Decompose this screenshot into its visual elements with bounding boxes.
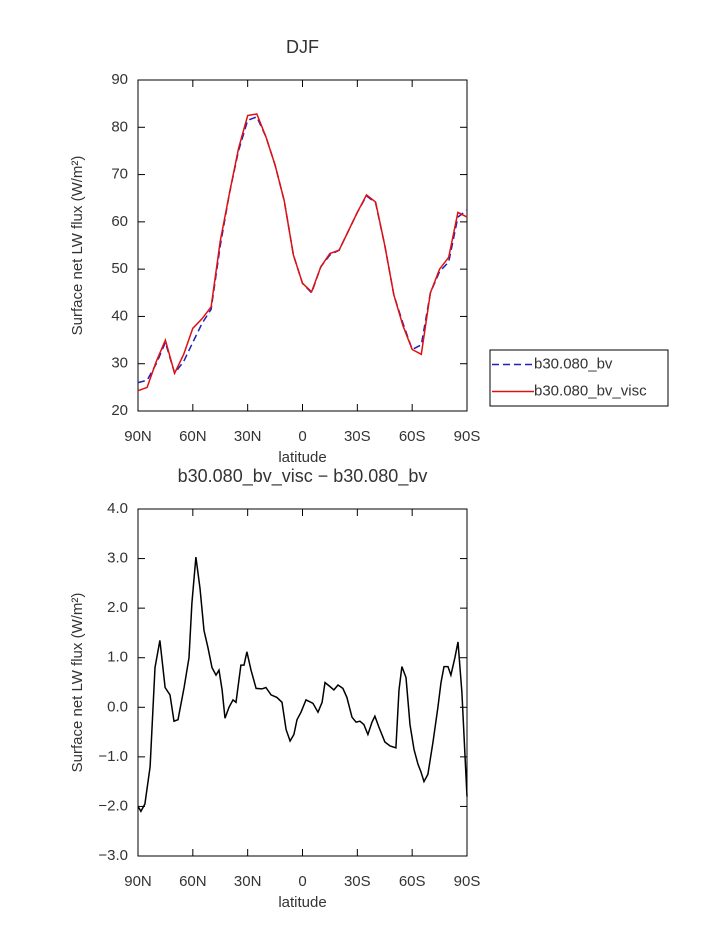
x-tick-label: 30S [344,873,371,890]
y-tick-label: 20 [111,402,128,419]
x-tick-label: 30S [344,428,371,445]
x-tick-label: 0 [298,873,306,890]
x-tick-label: 90S [454,873,481,890]
chart-title: DJF [286,37,319,57]
y-tick-label: 50 [111,260,128,277]
data-line [137,557,468,813]
chart-title: b30.080_bv_visc − b30.080_bv [178,466,428,487]
y-tick-label: 4.0 [107,500,128,517]
x-axis-label: latitude [278,449,326,466]
y-tick-label: 30 [111,355,128,372]
y-tick-label: 60 [111,213,128,230]
y-tick-label: 2.0 [107,599,128,616]
legend-box [489,349,669,407]
x-tick-label: 90N [124,428,152,445]
y-tick-label: 3.0 [107,550,128,567]
y-tick-label: −3.0 [98,847,128,864]
x-tick-label: 90S [454,428,481,445]
y-axis-label: Surface net LW flux (W/m²) [69,156,86,336]
x-tick-label: 60N [179,873,207,890]
y-tick-label: −1.0 [98,748,128,765]
legend-label: b30.080_bv [534,355,613,372]
x-tick-label: 60N [179,428,207,445]
x-tick-label: 60S [399,428,426,445]
legend-label: b30.080_bv_visc [534,382,647,399]
x-tick-label: 90N [124,873,152,890]
y-tick-label: 70 [111,166,128,183]
plot-frame [137,508,468,857]
x-tick-label: 30N [234,873,262,890]
y-tick-label: 90 [111,71,128,88]
x-tick-label: 60S [399,873,426,890]
x-tick-label: 0 [298,428,306,445]
y-tick-label: 80 [111,118,128,135]
y-axis-label: Surface net LW flux (W/m²) [69,593,86,773]
y-tick-label: 1.0 [107,649,128,666]
y-tick-label: 0.0 [107,698,128,715]
plot-frame [137,79,468,412]
x-axis-label: latitude [278,894,326,911]
y-tick-label: −2.0 [98,797,128,814]
y-tick-label: 40 [111,307,128,324]
data-line [137,113,468,392]
x-tick-label: 30N [234,428,262,445]
